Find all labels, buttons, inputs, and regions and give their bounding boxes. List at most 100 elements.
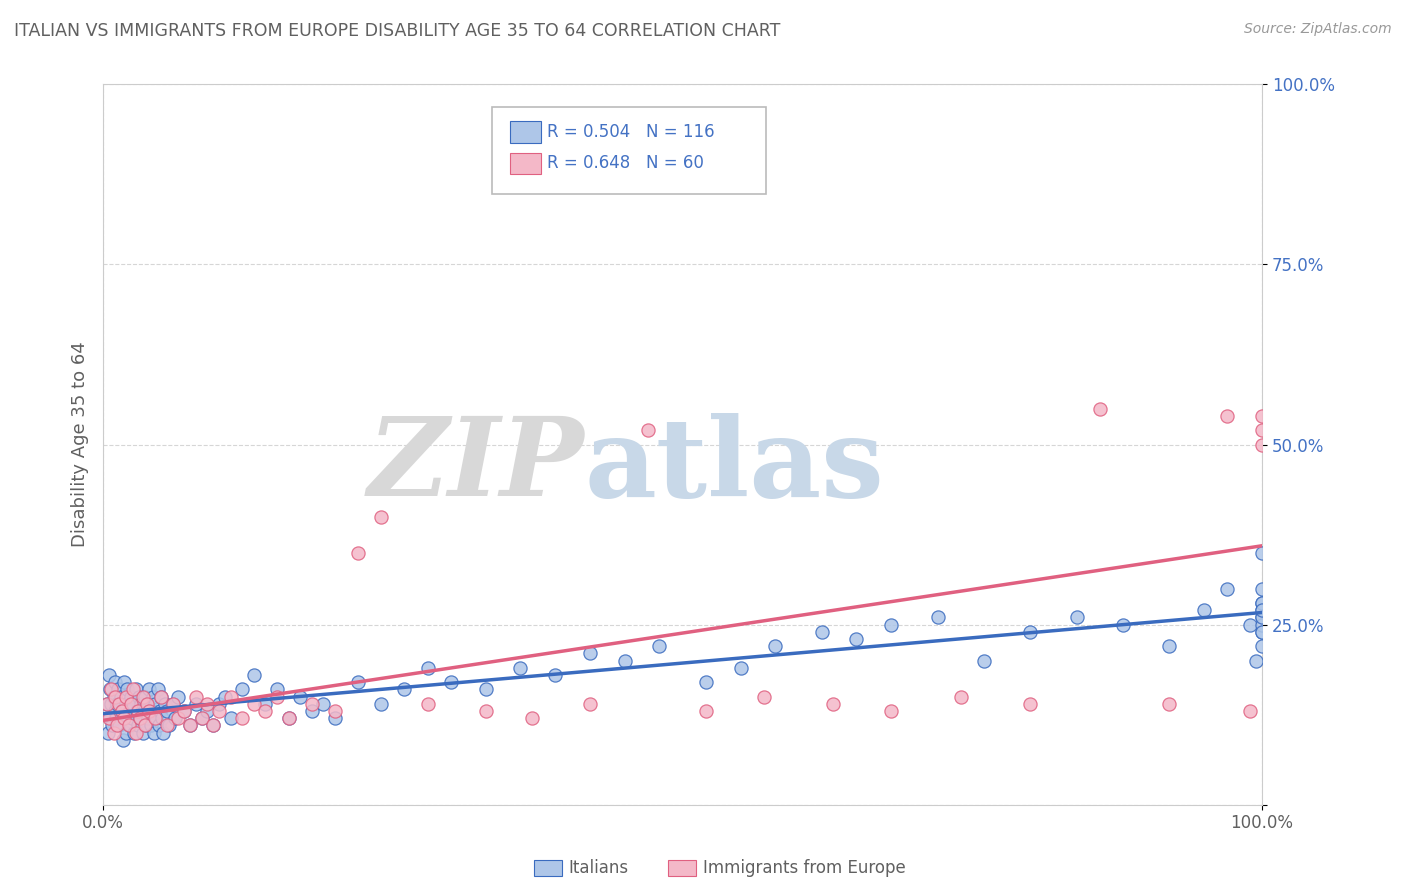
Point: [695, 704, 717, 718]
Point: [1251, 610, 1274, 624]
Point: [138, 682, 160, 697]
Point: [752, 690, 775, 704]
Point: [146, 682, 169, 697]
Point: [347, 675, 370, 690]
Point: [157, 718, 180, 732]
Point: [138, 704, 160, 718]
Point: [277, 711, 299, 725]
Point: [208, 704, 231, 718]
Point: [1251, 596, 1274, 610]
Text: Italians: Italians: [568, 859, 628, 877]
Point: [105, 718, 128, 732]
Point: [120, 697, 142, 711]
Point: [184, 690, 207, 704]
Point: [323, 704, 346, 718]
Y-axis label: Disability Age 35 to 64: Disability Age 35 to 64: [72, 342, 89, 548]
Point: [124, 725, 146, 739]
Point: [125, 704, 148, 718]
Point: [104, 711, 127, 725]
Point: [115, 725, 138, 739]
Point: [927, 610, 949, 624]
Point: [1159, 697, 1181, 711]
Point: [190, 711, 212, 725]
Point: [110, 690, 132, 704]
Point: [1159, 639, 1181, 653]
Point: [150, 690, 173, 704]
Point: [288, 690, 311, 704]
Point: [121, 711, 143, 725]
Point: [111, 704, 134, 718]
Point: [231, 711, 253, 725]
Point: [1251, 437, 1274, 451]
Point: [219, 711, 242, 725]
Text: ITALIAN VS IMMIGRANTS FROM EUROPE DISABILITY AGE 35 TO 64 CORRELATION CHART: ITALIAN VS IMMIGRANTS FROM EUROPE DISABI…: [14, 22, 780, 40]
Point: [134, 718, 156, 732]
Point: [135, 718, 157, 732]
Point: [136, 697, 159, 711]
Point: [156, 718, 179, 732]
Point: [1066, 610, 1088, 624]
Point: [112, 675, 135, 690]
Point: [100, 682, 122, 697]
Point: [440, 675, 463, 690]
Point: [613, 654, 636, 668]
Point: [143, 725, 166, 739]
Point: [1251, 546, 1274, 560]
Point: [97, 668, 120, 682]
Point: [179, 718, 201, 732]
Point: [117, 704, 139, 718]
Point: [98, 711, 121, 725]
Point: [150, 690, 173, 704]
Point: [1019, 697, 1042, 711]
Point: [648, 639, 671, 653]
Point: [823, 697, 845, 711]
Point: [520, 711, 543, 725]
Point: [474, 704, 496, 718]
Point: [128, 690, 150, 704]
Point: [1019, 624, 1042, 639]
Point: [105, 697, 128, 711]
Text: ZIP: ZIP: [367, 412, 583, 520]
Point: [214, 690, 236, 704]
Point: [509, 661, 531, 675]
Point: [115, 690, 138, 704]
Point: [179, 718, 201, 732]
Point: [156, 704, 179, 718]
Point: [579, 697, 602, 711]
Point: [190, 711, 212, 725]
Point: [103, 725, 125, 739]
Point: [124, 682, 146, 697]
Point: [122, 697, 145, 711]
Point: [266, 690, 288, 704]
Point: [544, 668, 567, 682]
Text: R = 0.504   N = 116: R = 0.504 N = 116: [547, 123, 714, 141]
Point: [347, 546, 370, 560]
Text: Source: ZipAtlas.com: Source: ZipAtlas.com: [1244, 22, 1392, 37]
Point: [197, 697, 219, 711]
Point: [115, 697, 138, 711]
Point: [1088, 401, 1111, 416]
Point: [474, 682, 496, 697]
Point: [107, 682, 129, 697]
Point: [127, 718, 149, 732]
Point: [97, 711, 120, 725]
Point: [162, 697, 184, 711]
Point: [127, 704, 149, 718]
Point: [104, 704, 127, 718]
Point: [134, 690, 156, 704]
Point: [1192, 603, 1215, 617]
Point: [243, 697, 266, 711]
Point: [1251, 639, 1274, 653]
Point: [152, 725, 174, 739]
Point: [136, 711, 159, 725]
Point: [173, 704, 195, 718]
Point: [173, 704, 195, 718]
Point: [695, 675, 717, 690]
Point: [131, 690, 153, 704]
Point: [118, 718, 141, 732]
Point: [153, 697, 176, 711]
Point: [131, 697, 153, 711]
Point: [104, 690, 127, 704]
Point: [231, 682, 253, 697]
Point: [1251, 582, 1274, 596]
